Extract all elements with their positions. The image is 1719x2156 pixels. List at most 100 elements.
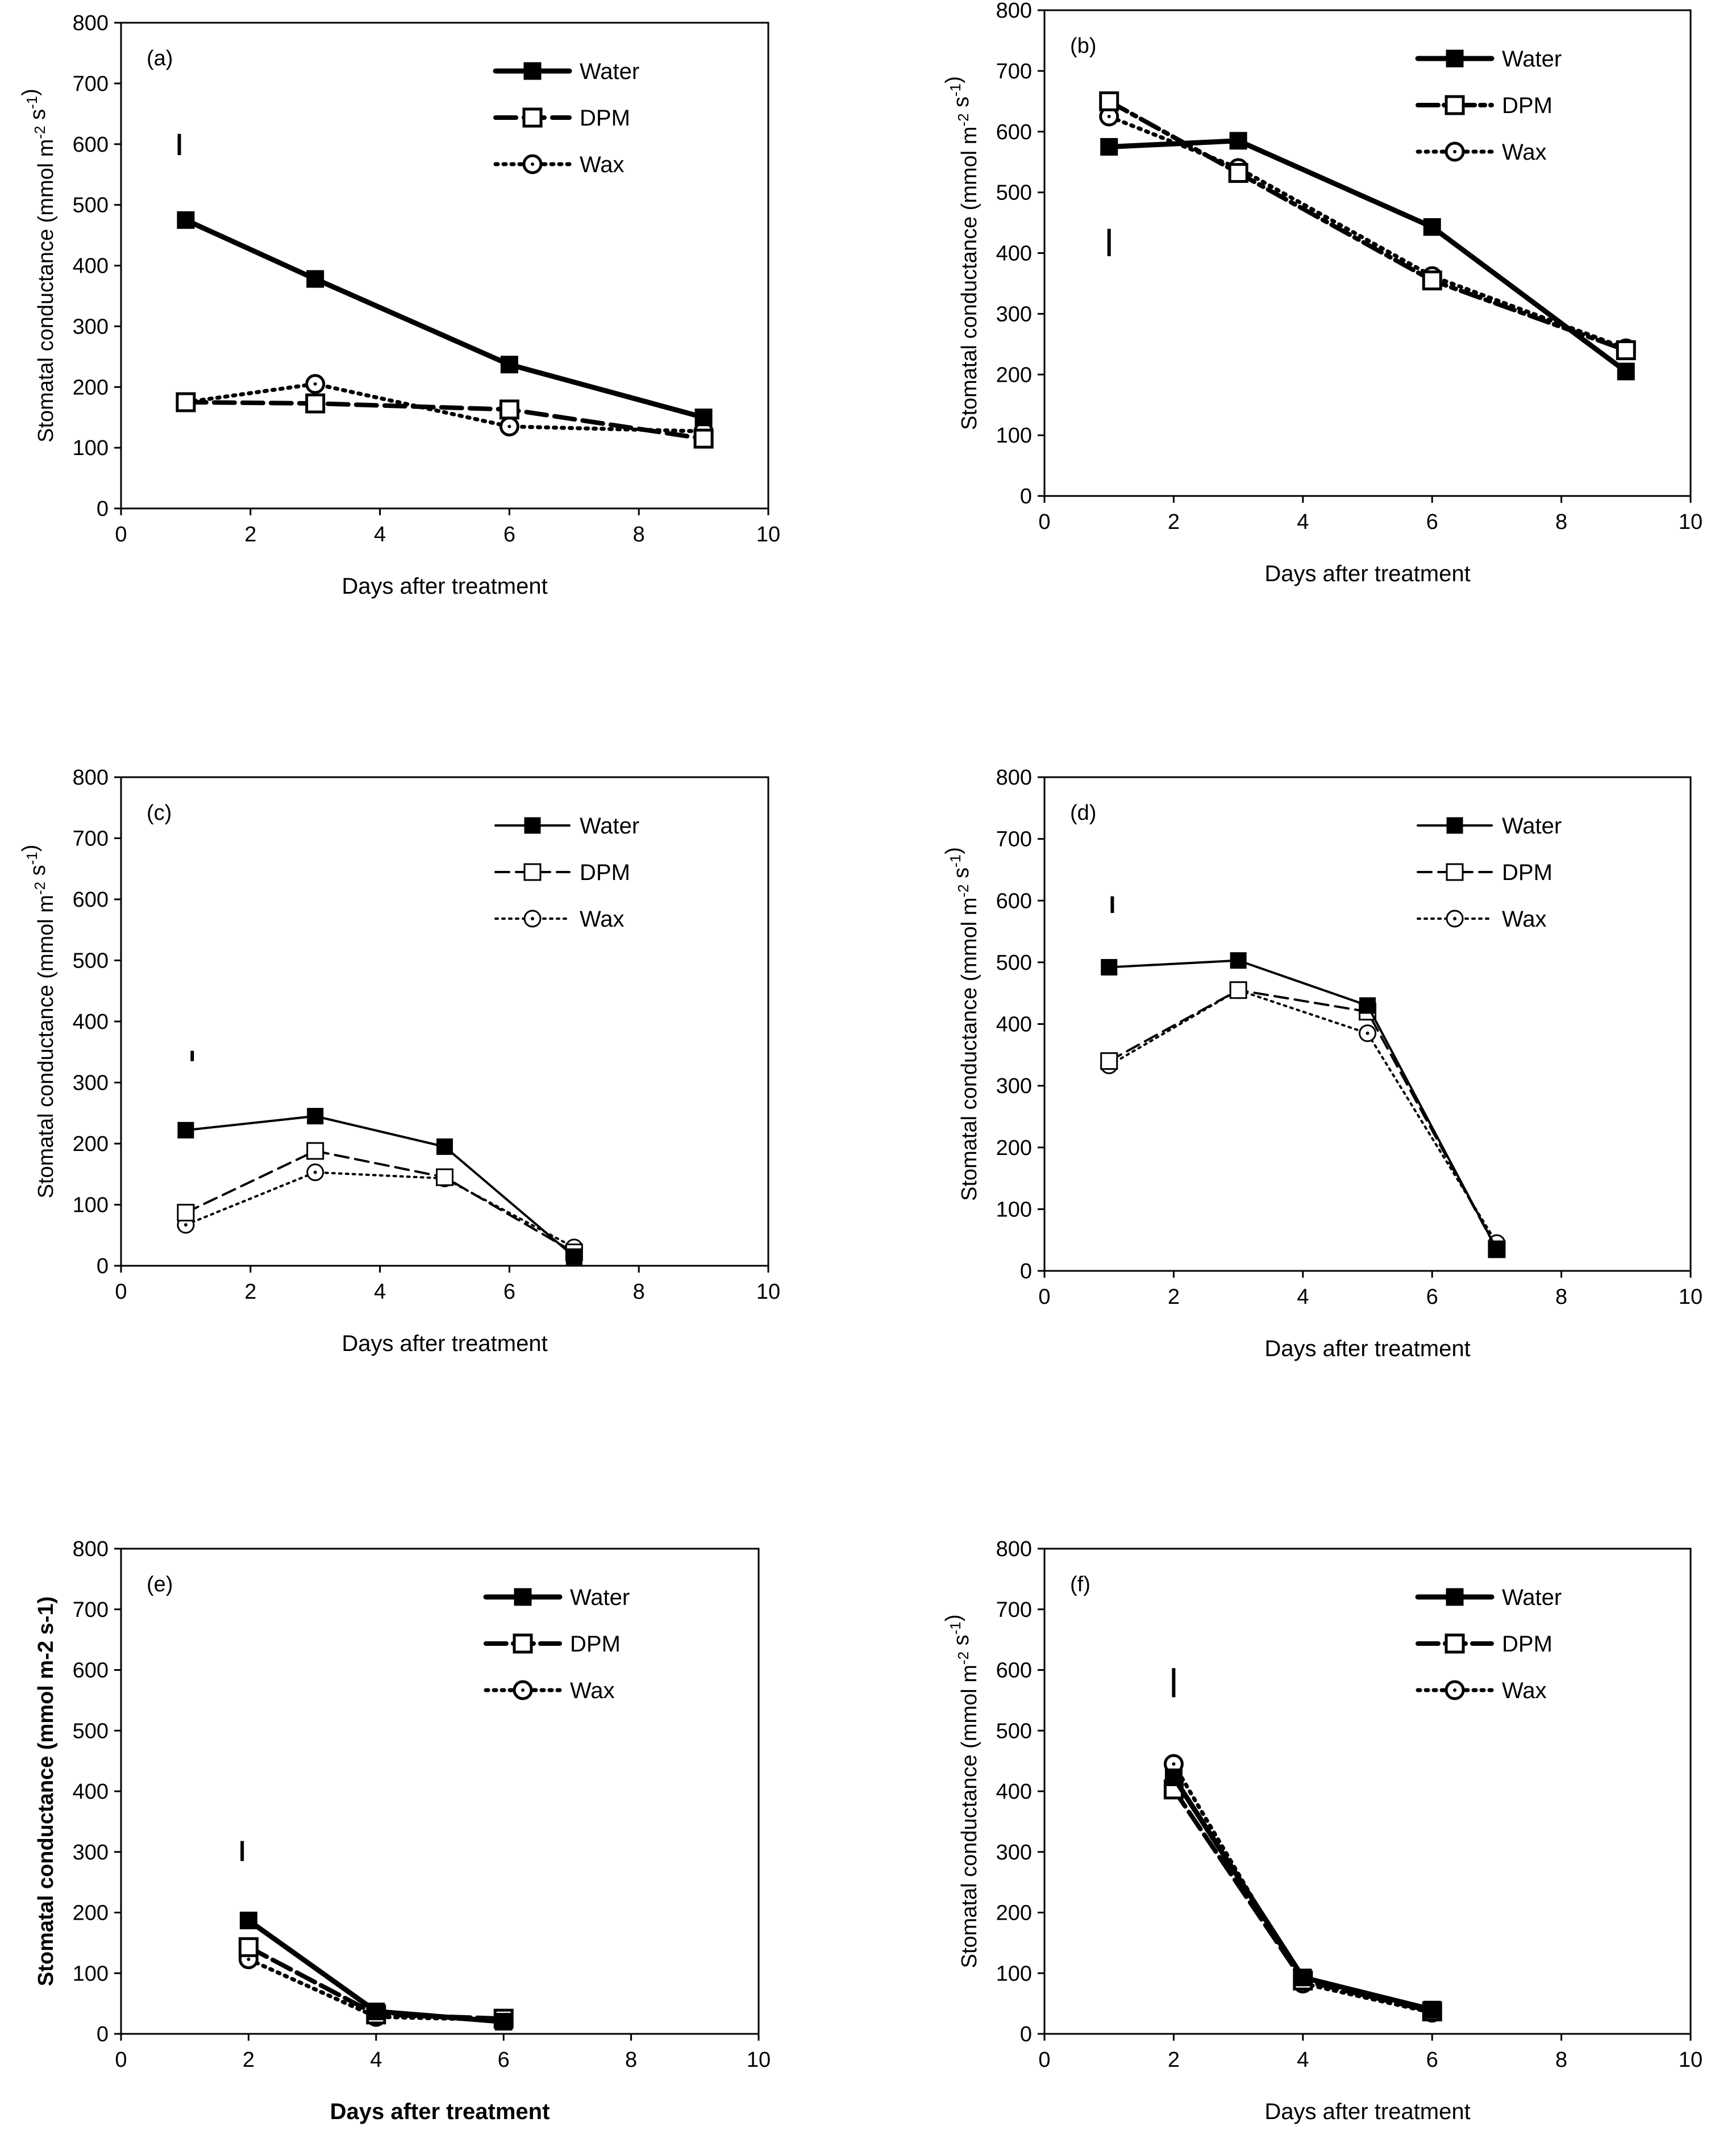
panel-f-xtick-label: 10 xyxy=(1679,2048,1703,2072)
panel-b-legend-wax-marker-dot xyxy=(1453,150,1456,153)
panel-d-series-dpm-point xyxy=(1100,1052,1118,1070)
panel-a: 0 100 200 300 400 500 600 700 800 0 2 4 6 8 10 Days aft… xyxy=(18,11,780,599)
panel-c-x-axis-label: Days after treatment xyxy=(342,1331,547,1356)
panel-e-legend-water-marker xyxy=(514,1588,532,1606)
panel-f-ytick-label: 200 xyxy=(996,1901,1032,1925)
panel-b-y-axis-label: Stomatal conductance (mmol m-2 s-1) xyxy=(942,76,981,430)
panel-d-x-axis-label: Days after treatment xyxy=(1264,1336,1470,1361)
panel-d-legend-dpm-marker xyxy=(1446,863,1464,881)
panel-e-panel-tag: (e) xyxy=(147,1573,173,1596)
panel-c-series-wax-point-dot xyxy=(313,1170,317,1174)
panel-a-ytick-label: 500 xyxy=(73,194,109,218)
panel-c-series-water-point xyxy=(565,1248,582,1265)
panel-c-ytick-label: 400 xyxy=(73,1010,109,1034)
panel-a-series-water-point xyxy=(500,356,518,374)
panel-f-series-water-point xyxy=(1164,1768,1183,1786)
panel-e-ytick-label: 100 xyxy=(73,1962,109,1986)
panel-b-x-axis-label: Days after treatment xyxy=(1264,561,1470,586)
panel-c-ytick-label: 300 xyxy=(73,1071,109,1095)
panel-f-legend-dpm-label: DPM xyxy=(1502,1632,1552,1657)
panel-a-legend-dpm-marker xyxy=(522,107,543,128)
panel-a-xtick-label: 10 xyxy=(756,523,780,547)
panel-c-ytick-label: 700 xyxy=(73,827,109,851)
panel-b-xtick-label: 0 xyxy=(1038,510,1050,534)
panel-f-xtick-label: 8 xyxy=(1555,2048,1567,2072)
panel-f-series-wax-point-dot xyxy=(1172,1762,1176,1766)
panel-b-ytick-label: 100 xyxy=(996,424,1032,448)
panel-b-legend-dpm-marker xyxy=(1445,95,1465,115)
panel-d-plot-frame xyxy=(1043,776,1692,1272)
panel-b-ytick-label: 600 xyxy=(996,120,1032,144)
panel-b-ytick-label: 800 xyxy=(996,0,1032,23)
panel-c-series-dpm-point xyxy=(436,1168,453,1186)
panel-a-series-water-point xyxy=(177,211,195,229)
panel-d-series-water-point xyxy=(1230,952,1247,969)
panel-d-series-water-line xyxy=(1108,959,1498,1250)
panel-e-series-water-point xyxy=(367,2003,385,2021)
panel-a-series-dpm-point xyxy=(176,392,196,412)
panel-b-series-dpm-line xyxy=(1106,99,1629,353)
panel-e-legend-wax-label: Wax xyxy=(570,1678,615,1703)
panel-a-ytick-label: 200 xyxy=(73,376,109,399)
panel-a-series-wax-point-dot xyxy=(313,382,317,386)
panel-b-series-water-line xyxy=(1106,138,1629,374)
panel-f-legend-wax-marker-dot xyxy=(1453,1688,1456,1692)
panel-e: 0 100 200 300 400 500 600 700 800 0 2 4 6 8 10 Days aft… xyxy=(34,1537,771,2124)
panel-c-series-water-line xyxy=(184,1115,576,1258)
panel-b-legend-water-label: Water xyxy=(1502,47,1562,72)
panel-c-y-axis-label: Stomatal conductance (mmol m-2 s-1) xyxy=(18,845,58,1199)
panel-f-ytick-label: 500 xyxy=(996,1719,1032,1743)
panel-c-series-water-point xyxy=(436,1138,453,1155)
panel-e-series-water-point xyxy=(494,2013,513,2031)
panel-c-ytick-label: 800 xyxy=(73,766,109,790)
panel-e-xtick-label: 0 xyxy=(115,2048,127,2072)
panel-f-ytick-label: 400 xyxy=(996,1780,1032,1804)
panel-c-ytick-label: 500 xyxy=(73,949,109,973)
panel-a-series-dpm-point xyxy=(499,399,519,420)
panel-a-ytick-label: 700 xyxy=(73,72,109,96)
panel-c-series-dpm-line xyxy=(184,1149,576,1254)
panel-a-series-wax-point-dot xyxy=(507,424,511,428)
panel-a-series-dpm-point xyxy=(693,428,714,449)
panel-e-ytick-label: 800 xyxy=(73,1537,109,1561)
panel-e-xtick-label: 4 xyxy=(370,2048,382,2072)
panel-f-ytick-label: 300 xyxy=(996,1841,1032,1865)
panel-d: 0 100 200 300 400 500 600 700 800 0 2 4 6 8 10 Days aft… xyxy=(942,766,1703,1361)
panel-b-ytick-label: 300 xyxy=(996,302,1032,326)
panel-e-ytick-label: 700 xyxy=(73,1598,109,1622)
panel-a-legend-water-label: Water xyxy=(580,59,639,84)
panel-b-series-water-point xyxy=(1423,218,1441,236)
panel-a-series-water-point xyxy=(306,270,324,288)
panel-e-legend-dpm-marker xyxy=(513,1633,533,1654)
panel-f-xtick-label: 6 xyxy=(1426,2048,1438,2072)
panel-e-ytick-label: 600 xyxy=(73,1659,109,1683)
panel-d-legend-water-marker xyxy=(1446,817,1463,834)
panel-d-series-wax-line xyxy=(1108,989,1498,1245)
panel-d-xtick-label: 6 xyxy=(1426,1285,1438,1309)
panel-f-legend-water-marker xyxy=(1446,1588,1464,1606)
panel-f-ytick-label: 600 xyxy=(996,1659,1032,1683)
panel-e-xtick-label: 10 xyxy=(747,2048,771,2072)
panel-d-legend-water-label: Water xyxy=(1502,814,1562,839)
panel-c-xtick-label: 0 xyxy=(115,1280,127,1304)
panel-b-series-water-point xyxy=(1229,132,1247,150)
panel-d-series-water-point xyxy=(1101,959,1118,976)
panel-c-series-wax-point-dot xyxy=(184,1223,188,1227)
panel-a-series-water-point xyxy=(694,408,713,427)
panel-a-ytick-label: 300 xyxy=(73,315,109,339)
panel-c-series-water-point xyxy=(307,1108,324,1125)
panel-e-series-water-point xyxy=(239,1911,257,1929)
panel-d-legend-wax-marker-dot xyxy=(1453,917,1456,920)
panel-a-y-axis-label: Stomatal conductance (mmol m-2 s-1) xyxy=(18,89,58,443)
panel-f-ytick-label: 700 xyxy=(996,1598,1032,1622)
panel-a-ytick-label: 0 xyxy=(97,497,109,521)
panel-e-plot-frame xyxy=(120,1548,760,2035)
panel-d-ytick-label: 200 xyxy=(996,1136,1032,1160)
panel-b-legend-dpm-label: DPM xyxy=(1502,93,1552,118)
panel-b-series-wax-line xyxy=(1107,114,1628,351)
panel-c-series-dpm-point xyxy=(306,1142,324,1160)
panel-f-plot-frame xyxy=(1043,1548,1692,2035)
panel-c-series-wax-line xyxy=(184,1171,576,1249)
panel-d-ytick-label: 600 xyxy=(996,889,1032,913)
